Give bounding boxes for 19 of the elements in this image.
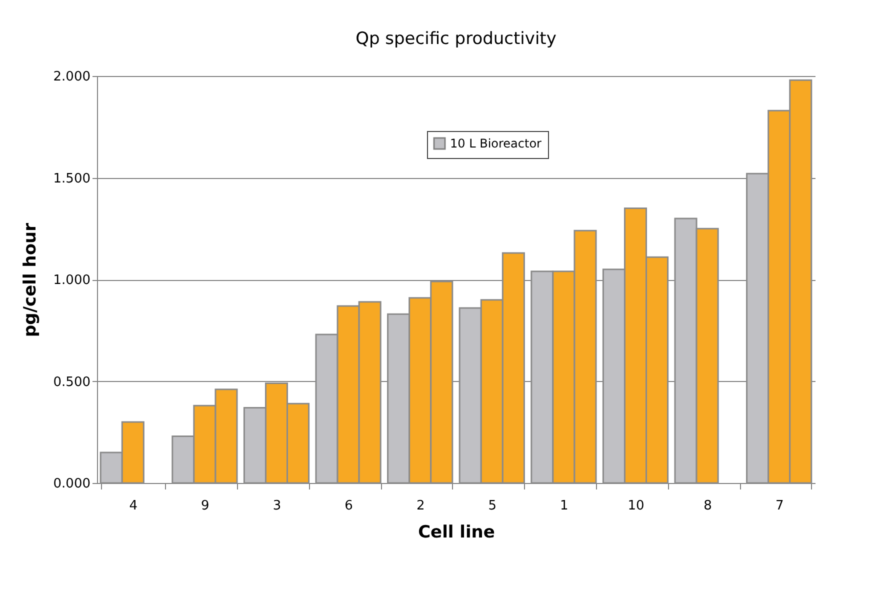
x-tick-label: 6 [344,498,353,514]
x-tick-label: 9 [201,498,210,514]
x-tick-label: 5 [488,498,497,514]
x-tick-label: 7 [775,498,784,514]
legend-label: 10 L Bioreactor [450,136,542,150]
x-tick-label: 1 [560,498,568,514]
x-tick-label: 4 [129,498,138,514]
x-tick-label: 10 [628,498,644,514]
y-tick-label: 2.000 [53,70,90,84]
x-tick-label: 8 [704,498,712,514]
x-tick-label: 2 [416,498,425,514]
y-tick-label: 1.000 [53,273,90,288]
y-tick-label: 0.000 [53,476,90,492]
y-axis-title: pg/cell hour [20,222,40,337]
y-tick-label: 1.500 [53,171,90,186]
x-axis-title: Cell line [418,522,495,542]
chart-title: Qp specific productivity [356,29,556,49]
x-tick-label: 3 [272,498,282,514]
y-tick-label: 0.500 [53,374,90,390]
